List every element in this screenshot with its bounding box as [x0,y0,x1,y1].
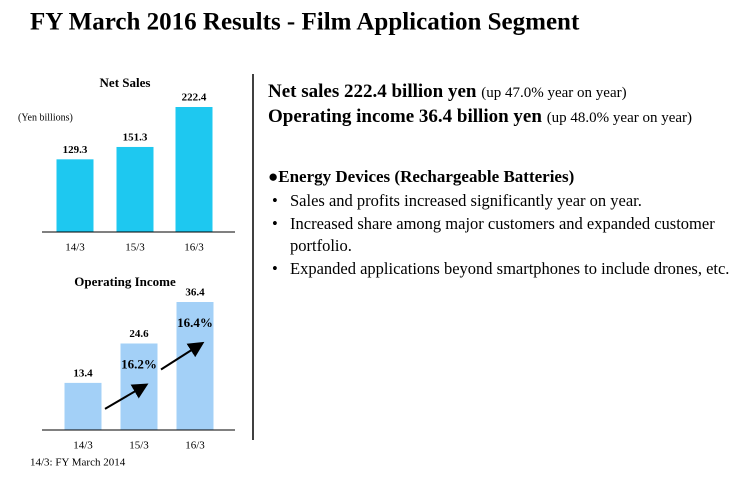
value-label: 129.3 [63,144,88,156]
highlight-main: Net sales 222.4 billion yen [268,81,477,102]
highlight: Net sales 222.4 billion yen (up 47.0% ye… [268,80,738,105]
bar [56,159,94,232]
bar [176,302,214,430]
highlight-note: (up 48.0% year on year) [546,110,693,126]
bar [175,107,213,232]
text-panel: Net sales 222.4 billion yen (up 47.0% ye… [268,80,738,280]
x-tick-label: 14/3 [65,242,85,254]
value-label: 36.4 [185,287,205,299]
section-heading: ●Energy Devices (Rechargeable Batteries) [268,167,575,186]
highlight-main: Operating income 36.4 billion yen [268,106,542,127]
trend-arrow [104,383,149,410]
footnote: 14/3: FY March 2014 [30,457,126,469]
bullet: Expanded applications beyond smartphones… [272,258,738,281]
slide-title: FY March 2016 Results - Film Application… [30,9,580,36]
value-label: 24.6 [129,328,149,340]
bullet: Sales and profits increased significantl… [272,190,738,213]
highlight-note: (up 47.0% year on year) [481,85,627,101]
annotation: 16.2% [121,356,157,371]
value-label: 151.3 [123,131,148,143]
x-tick-label: 14/3 [73,440,93,452]
chart-title: Net Sales [100,75,151,90]
bullet-list: Sales and profits increased significantl… [268,190,738,280]
bar [64,382,102,430]
chart-title: Operating Income [74,274,176,289]
bar [116,146,154,232]
x-tick-label: 15/3 [125,242,145,254]
value-label: 13.4 [73,367,93,379]
x-tick-label: 16/3 [185,440,205,452]
highlight: Operating income 36.4 billion yen (up 48… [268,105,738,130]
trend-arrow [160,341,205,371]
value-label: 222.4 [182,92,207,104]
unit-label: (Yen billions) [18,112,73,123]
annotation: 16.4% [177,315,213,330]
bullet: Increased share among major customers an… [272,213,738,258]
x-tick-label: 15/3 [129,440,149,452]
x-tick-label: 16/3 [184,242,204,254]
